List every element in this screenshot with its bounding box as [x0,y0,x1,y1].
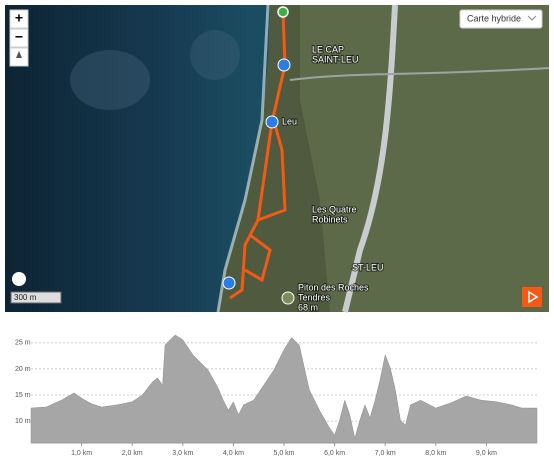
place-label: LE CAP [312,44,344,54]
place-label: ST-LEU [352,262,384,272]
zoom-out[interactable]: − [9,28,29,48]
elevation-chart: 10 m 15 m 20 m 25 m 1,0 km 2,0 km 3,0 km 4,0 km… [15,334,538,457]
locate-button[interactable] [12,272,26,286]
x-tick-label: 1,0 km [71,450,92,457]
x-tick-label: 7,0 km [375,450,396,457]
x-tick-label: 3,0 km [172,450,193,457]
y-tick-label: 15 m [15,392,31,399]
scale-label: 300 m [14,293,37,302]
place-label: Tendres [298,292,331,302]
layer-select[interactable]: Carte hybride [459,9,543,29]
x-tick-label: 4,0 km [223,450,244,457]
x-tick-label: 9,0 km [476,450,497,457]
x-tick-label: 8,0 km [425,450,446,457]
place-label: 68 m [298,302,318,312]
zoom-out-label: − [15,29,23,45]
x-tick-label: 5,0 km [273,450,294,457]
place-label: Les Quatre [312,204,357,214]
place-label: Piton des Roches [298,282,369,292]
x-tick-label: 2,0 km [122,450,143,457]
y-tick-label: 25 m [15,340,31,347]
x-tick-label: 6,0 km [324,450,345,457]
play-button[interactable] [522,287,542,307]
zoom-in[interactable]: + [9,9,29,29]
layer-select-label: Carte hybride [467,13,521,23]
zoom-in-label: + [15,10,23,26]
y-tick-label: 10 m [15,418,31,425]
y-tick-label: 20 m [15,366,31,373]
place-label: Leu [282,116,297,126]
place-label: SAINT-LEU [312,54,359,64]
place-label: Robinets [312,214,348,224]
scale-bar [10,291,62,304]
compass[interactable] [9,47,29,67]
elevation-area [30,334,538,444]
